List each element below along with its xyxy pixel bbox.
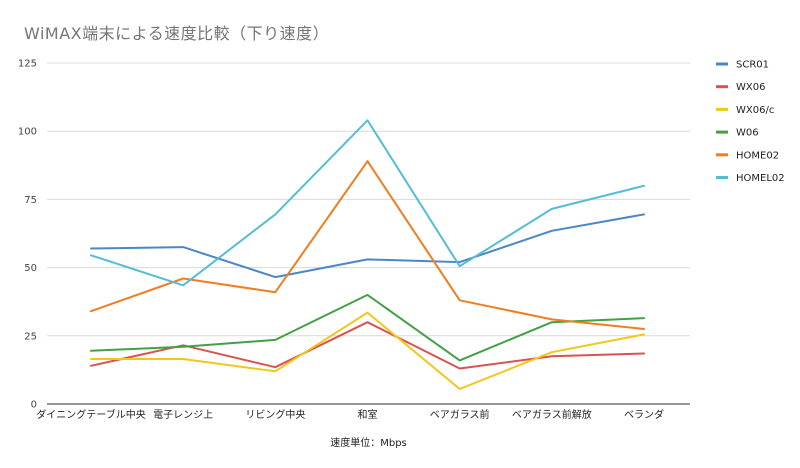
series-line-scr01 (90, 213, 645, 279)
x-tick-label: リビング中央 (245, 408, 305, 421)
x-tick-label: 電子レンジ上 (153, 409, 213, 421)
series-line-home02 (90, 160, 645, 330)
y-tick-label: 0 (31, 400, 37, 411)
legend-label: HOME02 (736, 150, 779, 161)
x-tick-label: ベアガラス前解放 (512, 408, 592, 421)
x-tick-label: ベランダ (624, 408, 664, 421)
legend-label: WX06/c (736, 105, 774, 116)
y-tick-label: 25 (24, 331, 37, 342)
series-line-homel02 (90, 119, 645, 287)
x-tick-label: ダイニングテーブル中央 (36, 408, 145, 421)
legend-label: W06 (736, 128, 759, 139)
chart-title: WiMAX端末による速度比較（下り速度） (24, 24, 330, 43)
y-tick-label: 75 (24, 195, 37, 206)
legend-label: WX06 (736, 82, 765, 93)
series-line-w06 (90, 293, 645, 362)
legend-label: HOMEL02 (736, 173, 785, 184)
y-tick-label: 125 (18, 59, 37, 70)
x-tick-label: ベアガラス前 (430, 408, 490, 421)
x-axis-title: 速度単位：Mbps (330, 436, 407, 449)
legend-label: SCR01 (736, 60, 769, 71)
y-tick-label: 50 (24, 263, 37, 274)
series-line-wx06-c (90, 311, 645, 390)
series-line-wx06 (90, 321, 645, 370)
y-tick-label: 100 (18, 127, 37, 138)
x-tick-label: 和室 (358, 408, 378, 421)
